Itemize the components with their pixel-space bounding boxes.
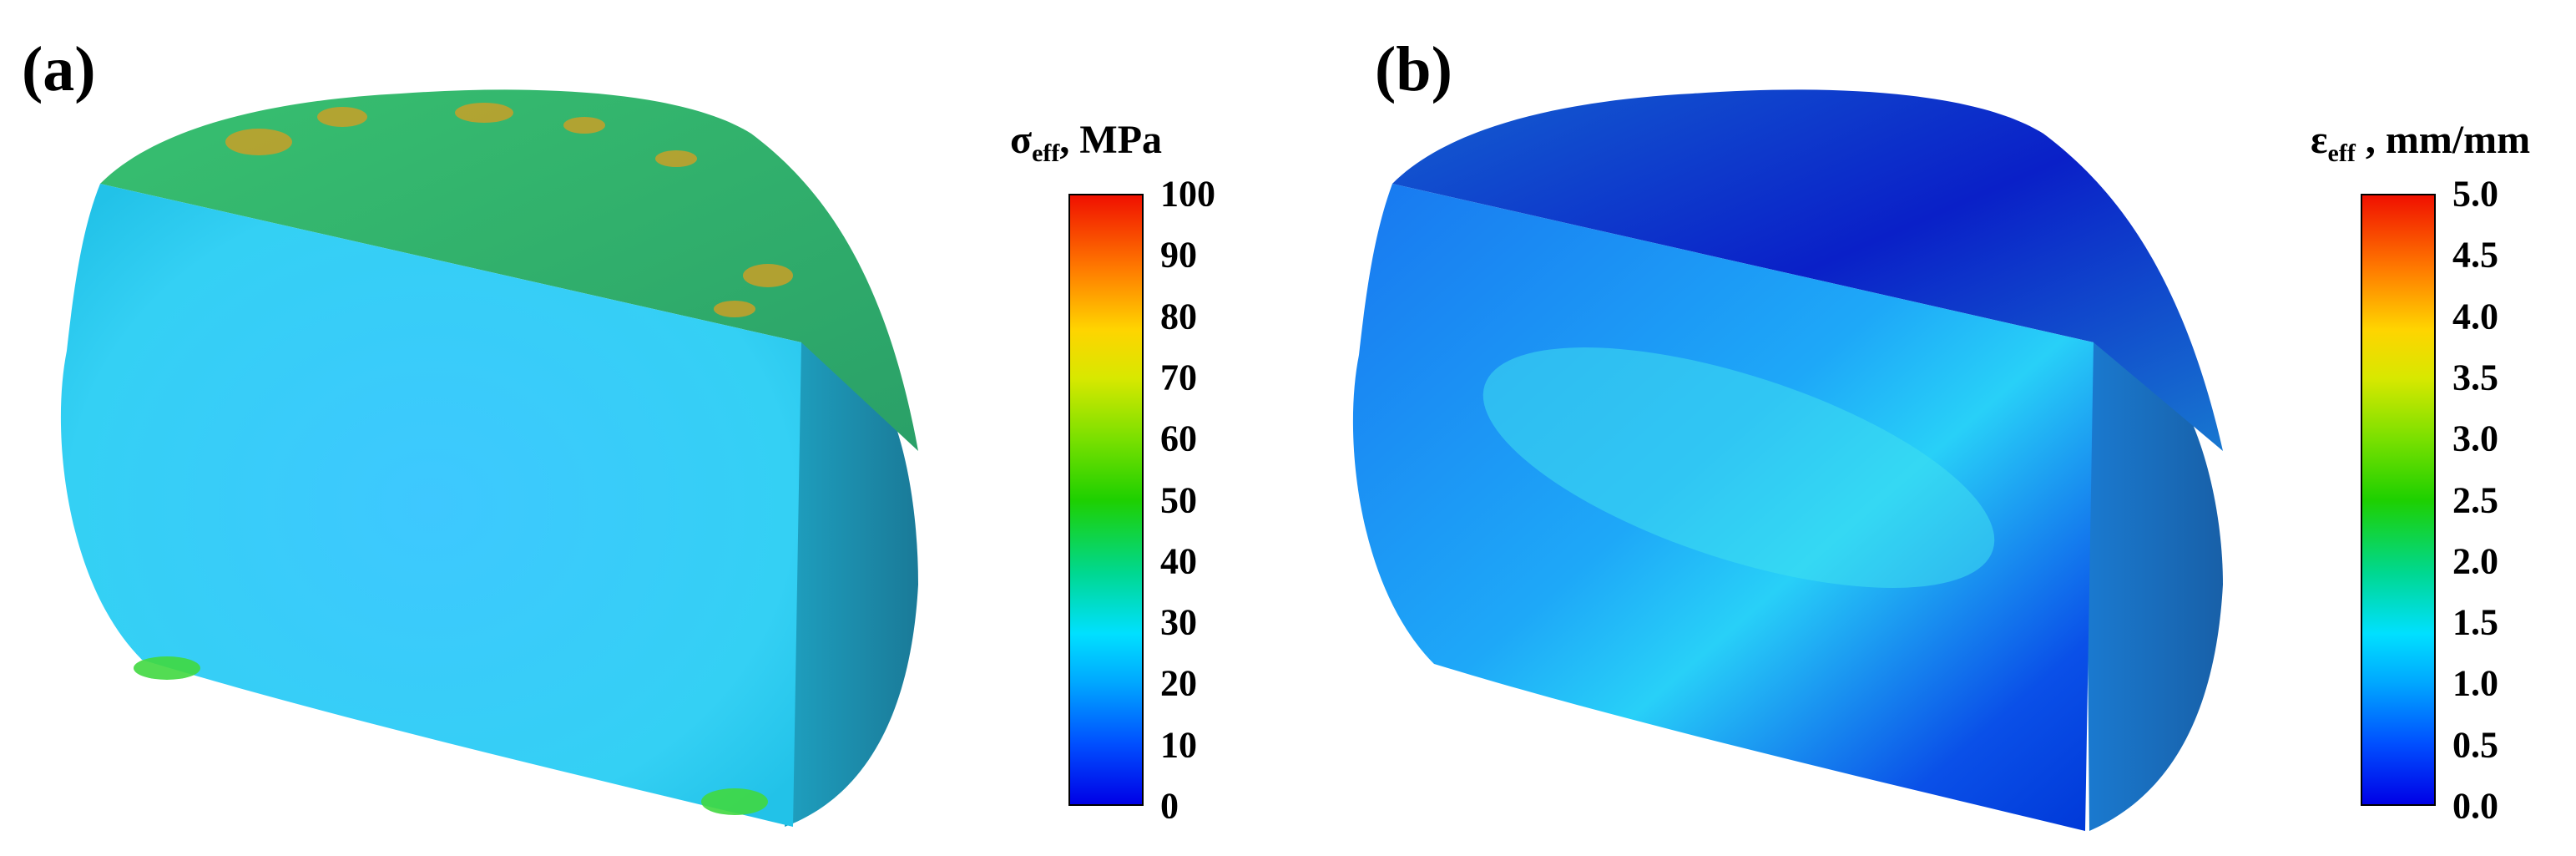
tick-label: 10: [1160, 724, 1197, 766]
tick-label: 0: [1160, 785, 1179, 827]
tick-label: 60: [1160, 418, 1197, 459]
colorbar-ticks: 5.0 4.5 4.0 3.5 3.0 2.5 2.0 1.5 1.0 0.5 …: [2452, 174, 2569, 827]
panel-label: (b): [1375, 34, 1452, 104]
cylinder-cutaway-strain: [1352, 89, 2223, 831]
colorbar: [2361, 194, 2436, 806]
tick-label: 0.5: [2452, 724, 2498, 766]
cylinder-top: [1392, 89, 2223, 451]
cut-face: [60, 184, 801, 827]
cylinder-side: [2085, 341, 2223, 831]
panel-b: (b) εeff ,: [1288, 0, 2576, 856]
tick-label: 90: [1160, 234, 1197, 276]
tick-label: 1.0: [2452, 662, 2498, 704]
tick-label: 80: [1160, 296, 1197, 337]
tick-label: 20: [1160, 662, 1197, 704]
tick-label: 4.5: [2452, 234, 2498, 276]
tick-label: 30: [1160, 601, 1197, 643]
tick-label: 0.0: [2452, 785, 2498, 827]
stress-hotspots: [225, 103, 793, 317]
cylinder-cutaway-stress: [60, 89, 918, 827]
panel-a: (a): [22, 34, 1277, 827]
cylinder-side: [785, 341, 918, 827]
cylinder-top: [100, 89, 918, 451]
tick-label: 2.0: [2452, 540, 2498, 582]
tick-label: 50: [1160, 479, 1197, 520]
colorbar-ticks: 100 90 80 70 60 50 40 30 20 10 0: [1160, 174, 1277, 827]
tick-label: 100: [1160, 173, 1215, 215]
colorbar-title: σeff, MPa: [1010, 118, 1163, 167]
tick-label: 70: [1160, 357, 1197, 398]
strain-highlight: [1482, 347, 1995, 588]
tick-label: 2.5: [2452, 479, 2498, 520]
tick-label: 3.0: [2452, 418, 2498, 459]
corner-hotspots: [134, 656, 768, 815]
tick-label: 40: [1160, 540, 1197, 582]
tick-label: 3.5: [2452, 357, 2498, 398]
tick-label: 4.0: [2452, 296, 2498, 337]
colorbar: [1068, 194, 1144, 806]
tick-label: 5.0: [2452, 173, 2498, 215]
tick-label: 1.5: [2452, 601, 2498, 643]
colorbar-title: εeff , mm/mm: [2311, 118, 2531, 167]
panel-label: (a): [22, 34, 96, 104]
